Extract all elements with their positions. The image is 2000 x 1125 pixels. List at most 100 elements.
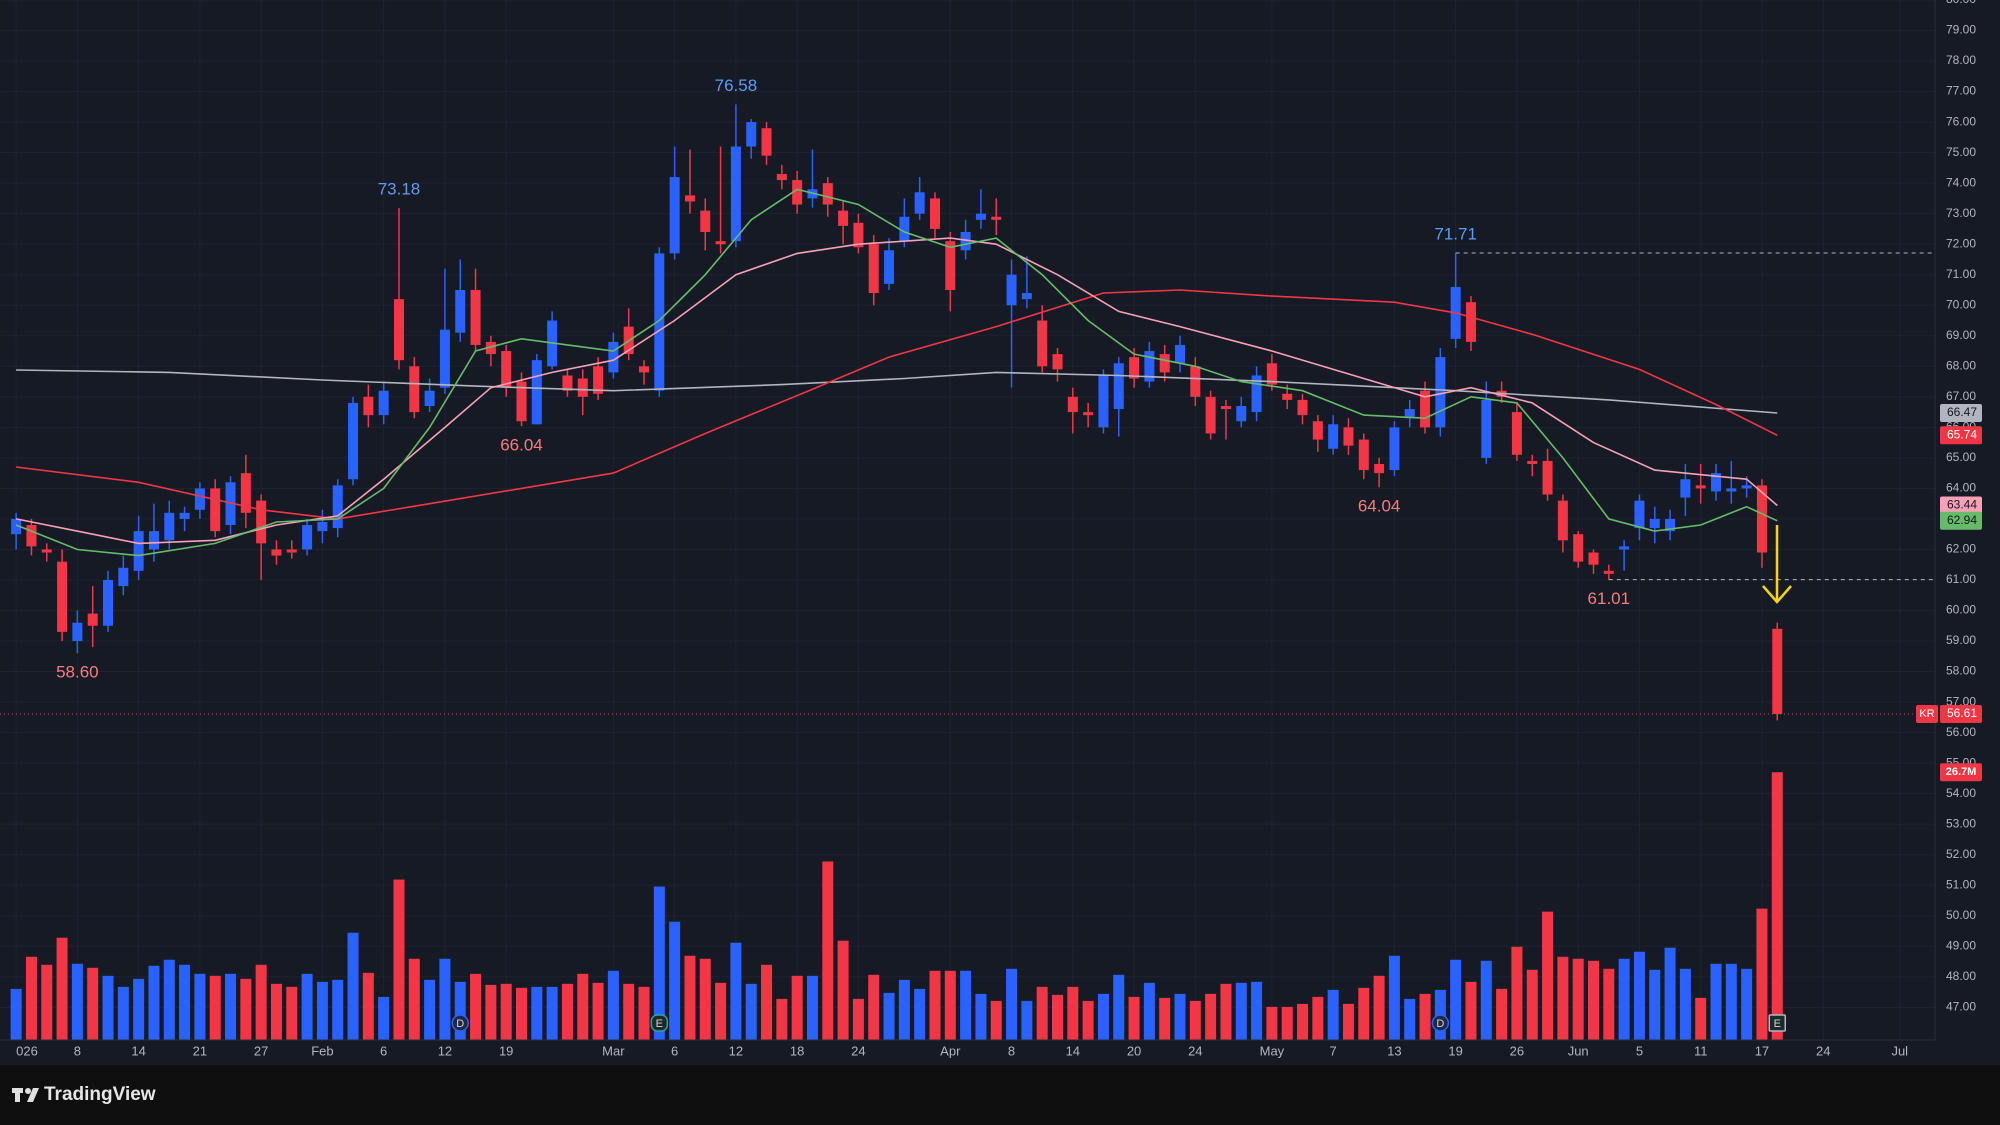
candle-body	[684, 195, 695, 202]
ma-badge: 65.74	[1947, 427, 1977, 441]
volume-bar	[362, 972, 374, 1040]
candle-body	[960, 231, 971, 251]
volume-bar	[316, 981, 328, 1040]
volume-bar	[1082, 1000, 1094, 1040]
candle-body	[868, 244, 879, 294]
y-tick-label: 58.00	[1946, 664, 1976, 678]
x-tick-label: 8	[74, 1043, 81, 1058]
volume-bar	[163, 959, 175, 1040]
x-tick-label: 20	[1127, 1043, 1141, 1058]
candle-body	[332, 485, 343, 529]
candle-body	[792, 180, 803, 205]
volume-bar	[424, 979, 436, 1040]
candle-body	[1098, 375, 1109, 428]
volume-bar	[439, 958, 451, 1040]
volume-bar	[255, 964, 267, 1040]
candle-body	[501, 351, 512, 388]
candle-body	[730, 146, 741, 242]
candle-body	[1435, 357, 1446, 428]
candle-body	[240, 473, 251, 513]
candle-body	[1557, 500, 1568, 541]
y-tick-label: 70.00	[1946, 297, 1976, 311]
y-tick-label: 61.00	[1946, 572, 1976, 586]
x-tick-label: 14	[1066, 1043, 1080, 1058]
volume-bar	[1159, 997, 1171, 1040]
x-tick-label: Mar	[602, 1043, 625, 1058]
candle-body	[470, 289, 481, 345]
y-tick-label: 50.00	[1946, 908, 1976, 922]
candle-body	[72, 622, 83, 642]
y-tick-label: 51.00	[1946, 877, 1976, 891]
x-tick-label: 8	[1008, 1043, 1015, 1058]
moving-average	[15, 237, 1778, 545]
volume-bar	[1572, 958, 1584, 1040]
candle-body	[853, 222, 864, 248]
volume-bar	[975, 993, 987, 1040]
y-tick-label: 76.00	[1946, 114, 1976, 128]
volume-bar	[806, 975, 818, 1040]
candle-body	[1465, 302, 1476, 342]
volume-bar	[194, 973, 206, 1040]
candle-body	[26, 525, 37, 547]
candle-body	[1634, 500, 1645, 529]
ma-badge-bg	[1940, 496, 1982, 515]
candle-body	[715, 241, 726, 245]
candle-body	[991, 216, 1002, 220]
volume-bar	[41, 964, 53, 1040]
symbol-badge: KR	[1919, 708, 1934, 720]
volume-bar	[87, 967, 99, 1040]
volume-bar	[623, 983, 635, 1040]
volume-bar	[822, 861, 834, 1040]
volume-bar	[1741, 968, 1753, 1040]
candle-body	[593, 366, 604, 394]
volume-bar	[561, 983, 573, 1040]
volume-bar	[1633, 951, 1645, 1040]
volume-bar	[393, 879, 405, 1040]
volume-bar	[1189, 1000, 1201, 1040]
candle-body	[1588, 552, 1599, 565]
y-tick-label: 78.00	[1946, 53, 1976, 67]
candle-body	[838, 210, 849, 226]
candle-body	[348, 402, 359, 480]
x-tick-label: 17	[1755, 1043, 1769, 1058]
y-tick-label: 65.00	[1946, 450, 1976, 464]
overlay: 58.60 73.18 66.04 76.58 64.04 71.71 61.01 D E D E	[0, 76, 1935, 1032]
candle-body	[1481, 399, 1492, 458]
volume-bar	[270, 983, 282, 1040]
volume-bar	[1373, 975, 1385, 1040]
candle-body	[1190, 366, 1201, 397]
candle-body	[746, 122, 757, 147]
x-tick-label: 27	[254, 1043, 268, 1058]
volume-bar	[592, 982, 604, 1040]
y-tick-label: 72.00	[1946, 236, 1976, 250]
symbol-badge-bg	[1916, 704, 1938, 723]
candle-body	[485, 341, 496, 355]
candle-body	[899, 216, 910, 242]
volume-bar	[898, 979, 910, 1040]
arrow-head	[1762, 585, 1792, 604]
extreme-label: 73.18	[378, 180, 421, 199]
volume-pane	[10, 772, 1783, 1040]
volume-bar	[638, 986, 650, 1040]
candle-body	[1573, 534, 1584, 562]
volume-bar	[1143, 982, 1155, 1040]
candle-body	[286, 549, 297, 553]
logo: TradingView	[12, 1084, 156, 1105]
volume-bar	[653, 886, 665, 1040]
candle-body	[914, 192, 925, 214]
volume-bar	[883, 992, 895, 1040]
volume-bar	[1710, 963, 1722, 1040]
x-tick-label: 5	[1636, 1043, 1643, 1058]
volume-bar	[10, 988, 22, 1040]
logo-mark	[15, 1088, 20, 1102]
volume-bar	[1205, 993, 1217, 1040]
candle-body	[1680, 479, 1691, 498]
ma-badge-bg	[1940, 404, 1982, 423]
logo-mark	[27, 1088, 39, 1102]
candle-body	[271, 549, 282, 556]
volume-bar	[71, 963, 83, 1040]
volume-bar	[1113, 974, 1125, 1040]
volume-bar	[1404, 998, 1416, 1040]
candle-body	[1129, 357, 1140, 379]
